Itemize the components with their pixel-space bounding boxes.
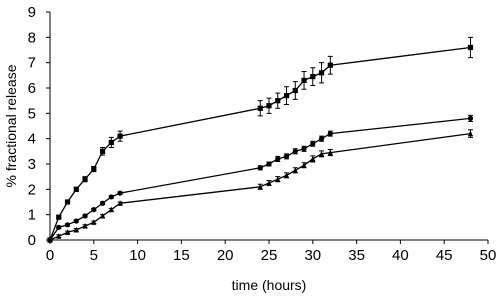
y-tick-label: 6 [28, 80, 36, 97]
x-tick-label: 20 [217, 247, 234, 264]
marker [266, 161, 272, 167]
x-tick-label: 25 [261, 247, 278, 264]
y-tick-label: 9 [28, 4, 36, 21]
marker [283, 153, 290, 159]
marker [117, 200, 123, 206]
marker [292, 87, 298, 94]
marker [257, 165, 263, 171]
marker [318, 136, 325, 142]
marker [108, 139, 114, 146]
marker [283, 172, 290, 178]
x-tick-label: 35 [348, 247, 365, 264]
series-line [49, 117, 471, 241]
x-tick-label: 10 [129, 247, 146, 264]
marker [117, 133, 123, 139]
x-tick-label: 45 [436, 247, 453, 264]
marker [283, 93, 290, 99]
marker [310, 74, 316, 80]
y-tick-label: 1 [28, 207, 36, 224]
y-tick-label: 2 [28, 181, 36, 198]
marker [47, 236, 53, 243]
marker [327, 62, 333, 68]
marker [310, 155, 316, 162]
marker [56, 214, 62, 220]
marker [266, 103, 272, 109]
marker [82, 213, 88, 219]
y-tick-label: 5 [28, 105, 36, 122]
x-tick-label: 50 [480, 247, 497, 264]
marker [64, 199, 71, 205]
marker [257, 183, 263, 190]
marker [91, 207, 97, 213]
y-tick-label: 7 [28, 55, 36, 72]
marker [64, 222, 71, 228]
marker [275, 176, 281, 182]
marker [275, 98, 281, 104]
marker [318, 70, 325, 76]
x-tick-label: 15 [173, 247, 190, 264]
marker [99, 212, 106, 219]
x-tick-label: 40 [392, 247, 409, 264]
marker [467, 115, 474, 121]
marker [117, 190, 123, 196]
y-tick-label: 0 [28, 232, 36, 249]
marker [275, 156, 281, 162]
marker [56, 224, 62, 230]
marker [73, 218, 79, 224]
marker [91, 166, 97, 172]
x-axis-label: time (hours) [232, 277, 307, 293]
marker [108, 206, 114, 213]
marker [292, 148, 298, 154]
marker [82, 222, 88, 229]
marker [82, 176, 88, 182]
y-tick-label: 8 [28, 29, 36, 46]
marker [292, 167, 298, 173]
marker [257, 105, 263, 111]
marker [301, 146, 307, 152]
marker [467, 130, 474, 137]
marker [301, 77, 307, 83]
marker [56, 233, 62, 239]
marker [327, 149, 333, 156]
x-tick-label: 30 [304, 247, 321, 264]
marker [310, 141, 316, 147]
x-tick-label: 0 [46, 247, 54, 264]
marker [99, 148, 106, 154]
marker [467, 44, 474, 51]
marker [266, 179, 272, 186]
marker [327, 131, 333, 137]
marker [73, 226, 79, 233]
marker [318, 150, 325, 157]
y-tick-label: 3 [28, 156, 36, 173]
y-axis-label: % fractional release [3, 64, 19, 187]
marker [108, 194, 114, 200]
marker [301, 162, 307, 168]
marker [99, 200, 106, 206]
marker [91, 219, 97, 225]
marker [64, 229, 71, 235]
x-tick-label: 5 [90, 247, 98, 264]
marker [73, 186, 79, 192]
y-tick-label: 4 [28, 131, 36, 148]
